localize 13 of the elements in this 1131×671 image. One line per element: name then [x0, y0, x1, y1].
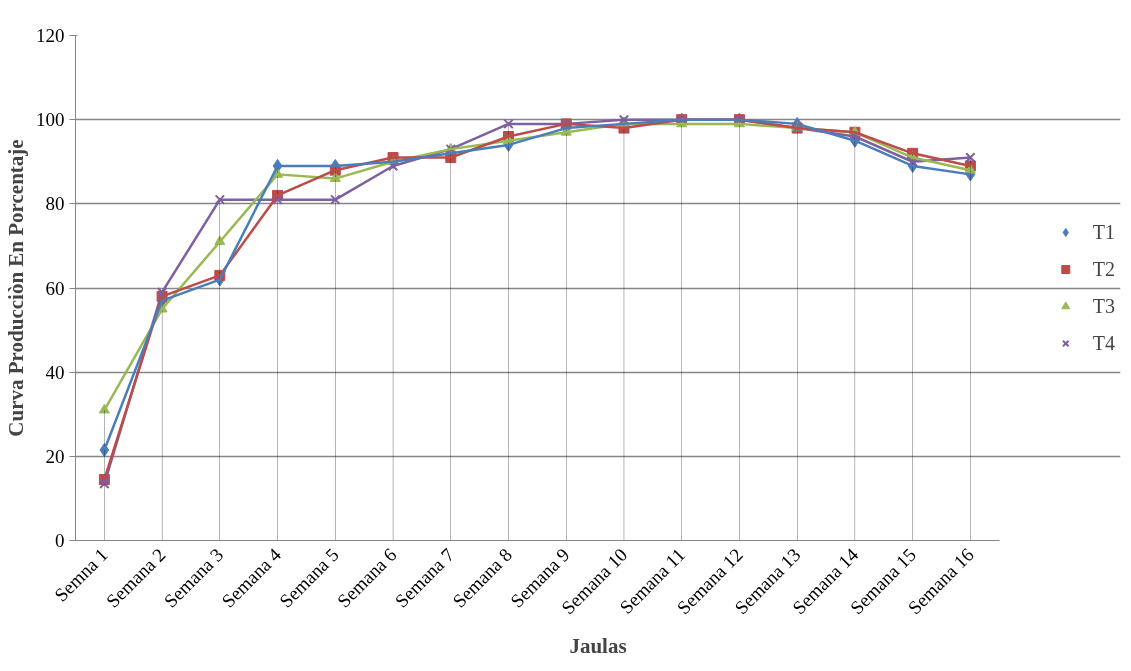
y-tick-label: 0	[55, 530, 65, 551]
y-tick-label: 80	[45, 193, 65, 215]
y-tick-label: 40	[45, 361, 65, 383]
legend-label: T1	[1092, 220, 1115, 244]
x-axis-title: Jaulas	[569, 633, 627, 658]
y-tick-label: 20	[45, 445, 65, 467]
legend-label: T2	[1092, 257, 1115, 281]
y-tick-label: 100	[36, 109, 65, 131]
legend-label: T4	[1092, 331, 1115, 355]
legend-label: T3	[1092, 294, 1115, 318]
y-tick-label: 60	[45, 277, 65, 299]
y-tick-label: 120	[36, 25, 65, 46]
y-axis-title: Curva Producciòn En Porcentaje	[4, 139, 28, 437]
